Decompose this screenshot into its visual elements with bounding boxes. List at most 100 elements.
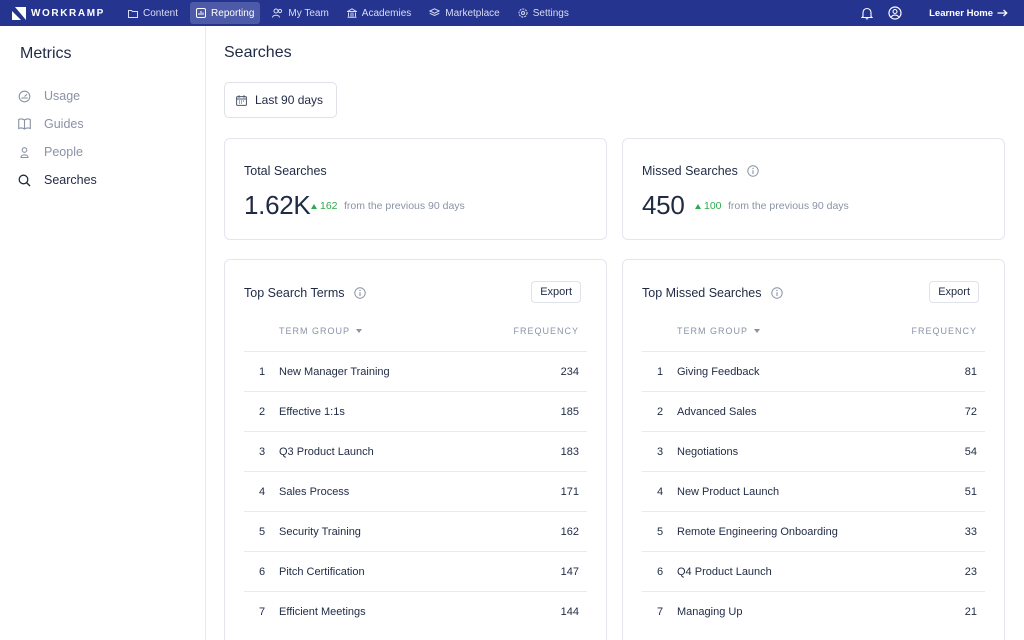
table-row[interactable]: 2 Effective 1:1s 185 [244, 391, 587, 431]
missed-searches-card: Missed Searches 450 100 from the previou… [622, 138, 1005, 240]
date-range-label: Last 90 days [255, 93, 324, 107]
missed-searches-title: Missed Searches [642, 164, 738, 178]
info-icon[interactable] [353, 287, 366, 299]
row-term: Q4 Product Launch [677, 566, 772, 578]
table-row[interactable]: 6 Pitch Certification 147 [244, 551, 587, 591]
table-row[interactable]: 6 Q4 Product Launch 23 [642, 551, 985, 591]
term-group-column-header[interactable]: TERM GROUP [279, 326, 363, 336]
sidebar-item-usage[interactable]: Usage [18, 86, 80, 106]
missed-searches-delta: 100 [695, 200, 722, 212]
row-rank: 6 [657, 566, 664, 578]
workramp-logo-mark-icon [12, 6, 26, 20]
sidebar-item-guides[interactable]: Guides [18, 114, 84, 134]
table-row[interactable]: 7 Efficient Meetings 144 [244, 591, 587, 631]
table-row[interactable]: 3 Q3 Product Launch 183 [244, 431, 587, 471]
missed-searches-delta-value: 100 [704, 200, 722, 212]
up-triangle-icon [311, 203, 317, 209]
row-rank: 1 [657, 366, 664, 378]
table-row[interactable]: 2 Advanced Sales 72 [642, 391, 985, 431]
row-rank: 3 [259, 446, 266, 458]
row-freq: 81 [964, 366, 977, 378]
workramp-logo[interactable]: WORKRAMP [12, 6, 112, 20]
info-icon[interactable] [747, 165, 759, 177]
row-term: Effective 1:1s [279, 406, 345, 418]
top-search-terms-title: Top Search Terms [244, 286, 345, 300]
missed-searches-note: from the previous 90 days [728, 200, 849, 212]
sidebar: Metrics Usage Guides People Searches [0, 26, 206, 640]
nav-academies[interactable]: Academies [341, 2, 417, 24]
row-freq: 185 [560, 406, 579, 418]
row-term: Remote Engineering Onboarding [677, 526, 838, 538]
row-term: Sales Process [279, 486, 350, 498]
nav-marketplace[interactable]: Marketplace [423, 2, 505, 24]
row-rank: 7 [259, 606, 266, 618]
total-searches-value: 1.62K [244, 190, 311, 220]
table-row[interactable]: 1 New Manager Training 234 [244, 351, 587, 391]
row-freq: 54 [964, 446, 977, 458]
row-freq: 147 [560, 566, 579, 578]
info-icon[interactable] [770, 287, 783, 299]
top-search-terms-table: 1 New Manager Training 234 2 Effective 1:1s 1… [244, 351, 587, 631]
notifications-bell-icon[interactable] [859, 5, 875, 21]
export-button[interactable]: Export [929, 281, 979, 303]
total-searches-delta-value: 162 [320, 200, 338, 212]
nav-settings[interactable]: Settings [512, 2, 575, 24]
nav-marketplace-label: Marketplace [445, 7, 500, 19]
nav-reporting[interactable]: Reporting [190, 2, 261, 24]
page-title: Searches [224, 44, 292, 61]
total-searches-title: Total Searches [244, 164, 327, 178]
table-row[interactable]: 7 Managing Up 21 [642, 591, 985, 631]
total-searches-card: Total Searches 1.62K 162 from the previo… [224, 138, 607, 240]
sidebar-item-searches[interactable]: Searches [18, 170, 97, 190]
row-rank: 4 [657, 486, 664, 498]
table-row[interactable]: 4 Sales Process 171 [244, 471, 587, 511]
row-rank: 6 [259, 566, 266, 578]
nav-content-label: Content [143, 7, 179, 19]
nav-my-team[interactable]: My Team [266, 2, 334, 24]
sidebar-item-people-label: People [44, 145, 83, 159]
calendar-icon [236, 94, 247, 106]
reporting-icon [196, 8, 207, 18]
export-button[interactable]: Export [531, 281, 581, 303]
caret-down-icon [754, 329, 761, 333]
table-row[interactable]: 5 Security Training 162 [244, 511, 587, 551]
row-freq: 162 [560, 526, 579, 538]
user-profile-icon[interactable] [887, 5, 903, 21]
person-icon [20, 146, 29, 158]
row-freq: 171 [560, 486, 579, 498]
nav-settings-label: Settings [532, 7, 569, 19]
top-missed-searches-table: 1 Giving Feedback 81 2 Advanced Sales 72 3 Nego… [642, 351, 985, 631]
top-missed-searches-title-wrap: Top Missed Searches [642, 286, 783, 300]
row-freq: 33 [964, 526, 977, 538]
row-term: Security Training [279, 526, 361, 538]
row-term: New Product Launch [677, 486, 780, 498]
row-term: Managing Up [677, 606, 743, 618]
table-row[interactable]: 1 Giving Feedback 81 [642, 351, 985, 391]
brand-name: WORKRAMP [31, 7, 105, 19]
row-rank: 4 [259, 486, 266, 498]
table-row[interactable]: 5 Remote Engineering Onboarding 33 [642, 511, 985, 551]
table-row[interactable]: 3 Negotiations 54 [642, 431, 985, 471]
row-term: Efficient Meetings [279, 606, 366, 618]
term-group-column-header[interactable]: TERM GROUP [677, 326, 761, 336]
missed-searches-title-wrap: Missed Searches [642, 164, 759, 178]
learner-home-link[interactable]: Learner Home [929, 8, 1008, 19]
up-triangle-icon [695, 203, 701, 209]
date-range-button[interactable]: Last 90 days [224, 82, 337, 118]
row-rank: 5 [259, 526, 266, 538]
sidebar-item-searches-label: Searches [44, 173, 97, 187]
top-search-terms-card: Top Search Terms Export TERM GROUP FREQU… [224, 259, 607, 640]
nav-content[interactable]: Content [122, 2, 184, 24]
book-icon [18, 118, 31, 130]
row-term: Pitch Certification [279, 566, 365, 578]
sidebar-item-people[interactable]: People [18, 142, 83, 162]
frequency-column-header: FREQUENCY [911, 326, 977, 336]
gear-icon [518, 8, 528, 18]
row-term: Q3 Product Launch [279, 446, 374, 458]
term-group-header-label: TERM GROUP [677, 326, 749, 336]
sidebar-item-usage-label: Usage [44, 89, 81, 103]
table-row[interactable]: 4 New Product Launch 51 [642, 471, 985, 511]
row-freq: 51 [964, 486, 977, 498]
nav-academies-label: Academies [361, 7, 412, 19]
top-nav: WORKRAMP Content Reporting My Team Acade… [0, 0, 1024, 26]
